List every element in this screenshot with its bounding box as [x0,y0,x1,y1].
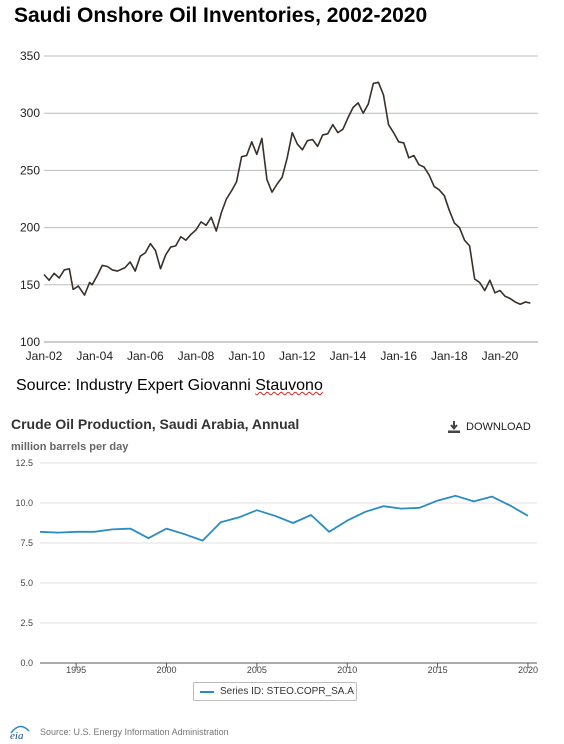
eia-logo: eia [10,725,30,741]
production-chart: 0.0 2.5 5.0 7.5 10.0 12.5 1995 2000 2005 2010 201… [15,458,538,675]
y-tick-label: 10.0 [15,498,33,508]
inventories-chart: 100 150 200 250 300 350 Jan-02 Jan-04 Jan-06 Jan… [20,49,538,363]
x-tick-label: Jan-20 [482,349,519,363]
y-tick-label: 0.0 [20,658,33,668]
x-tick-label: 2000 [156,665,176,675]
x-tick-label: Jan-18 [431,349,468,363]
footer-source: Source: U.S. Energy Information Administ… [40,727,229,737]
production-legend[interactable]: Series ID: STEO.COPR_SA.A [193,682,357,701]
legend-label: Series ID: STEO.COPR_SA.A [220,686,354,697]
y-tick-label: 2.5 [20,618,33,628]
x-tick-label: 2010 [337,665,357,675]
y-tick-label: 250 [20,163,40,177]
x-tick-label: 1995 [66,665,86,675]
download-label: DOWNLOAD [466,421,531,433]
x-tick-label: Jan-02 [26,349,63,363]
x-tick-label: 2020 [518,665,538,675]
chart-source: Source: Industry Expert Giovanni Stauvon… [16,377,323,395]
source-name: Stauvono [255,377,323,394]
production-chart-title: Crude Oil Production, Saudi Arabia, Annu… [11,416,300,432]
chart-title: Saudi Onshore Oil Inventories, 2002-2020 [14,4,428,27]
production-y-axis-label: million barrels per day [11,441,129,453]
production-series-line [39,494,529,542]
download-button[interactable]: DOWNLOAD [448,421,531,433]
svg-text:eia: eia [10,730,24,741]
y-tick-label: 350 [20,49,40,63]
download-icon [448,421,460,433]
y-tick-label: 200 [20,221,40,235]
inventories-series-line [43,81,531,306]
y-tick-label: 12.5 [15,458,33,468]
x-tick-label: 2005 [247,665,267,675]
y-tick-label: 100 [20,335,40,349]
x-tick-label: 2015 [428,665,448,675]
y-tick-label: 300 [20,106,40,120]
x-tick-label: Jan-10 [228,349,265,363]
footer: eia Source: U.S. Energy Information Admi… [8,723,229,741]
y-tick-label: 5.0 [20,578,33,588]
x-tick-label: Jan-12 [279,349,316,363]
y-tick-label: 7.5 [20,538,33,548]
x-tick-label: Jan-06 [127,349,164,363]
x-tick-label: Jan-14 [330,349,367,363]
x-tick-label: Jan-04 [76,349,113,363]
x-tick-label: Jan-08 [178,349,215,363]
source-prefix: Source: Industry Expert Giovanni [16,377,256,394]
x-tick-label: Jan-16 [380,349,417,363]
y-tick-label: 150 [20,278,40,292]
legend-swatch [200,690,214,693]
